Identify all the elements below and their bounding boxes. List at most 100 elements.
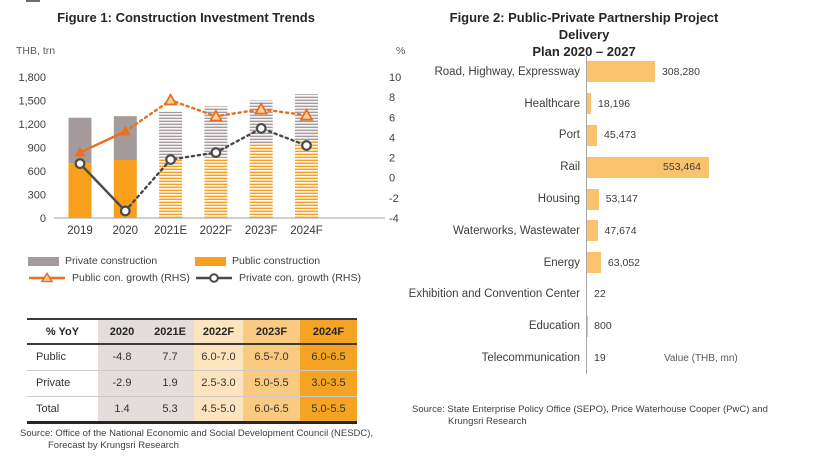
fig1-marker-circle	[119, 205, 131, 217]
fig2-category-label: Road, Highway, Expressway	[434, 65, 580, 78]
figure2-source: Source: State Enterprise Policy Office (…	[412, 404, 812, 428]
table-row: Private -2.9 1.9 2.5-3.0 5.0-5.5 3.0-3.5	[27, 369, 357, 396]
table-cell: 6.5-7.0	[243, 344, 300, 370]
fig2-category-label: Telecommunication	[481, 352, 580, 365]
fig2-plot-area: 800	[586, 310, 833, 343]
fig1-left-tick: 1,500	[18, 96, 46, 108]
fig1-right-tick: -4	[389, 213, 399, 225]
figure2-axis-note: Value (THB, mn)	[664, 353, 738, 364]
fig1-bar-public-2024F	[295, 142, 318, 218]
figure2-hbar-chart: Road, Highway, Expressway 308,280 Healthca…	[396, 56, 833, 374]
fig2-plot-area: 22	[586, 278, 833, 311]
legend-bar-swatch-icon	[195, 256, 226, 266]
table-cell: 6.0-6.5	[243, 395, 300, 422]
fig2-row: Waterworks, Wastewater 47,674	[396, 214, 833, 247]
fig1-right-tick: 0	[389, 173, 395, 185]
fig1-marker-circle	[210, 147, 222, 158]
fig1-bar-public-2019	[68, 163, 92, 218]
fig2-category-label: Energy	[543, 256, 580, 269]
fig2-bar-Port	[587, 124, 598, 146]
figure1-source: Source: Office of the National Economic …	[20, 428, 373, 452]
fig2-value-label: 553,464	[663, 161, 701, 174]
figure2-source-line2: Krungsri Research	[448, 416, 527, 427]
table-header-cell: 2021E	[146, 319, 194, 345]
fig1-marker-circle	[74, 158, 86, 170]
crop-artifact	[26, 0, 40, 2]
fig2-row: Road, Highway, Expressway 308,280	[396, 56, 833, 88]
table-cell: -2.9	[98, 369, 146, 396]
fig1-left-tick: 300	[28, 190, 46, 202]
fig1-bar-private-2021E	[159, 111, 183, 158]
fig2-value-label: 18,196	[598, 97, 631, 110]
table-header-cell: 2020	[98, 319, 146, 345]
figure2-title-line2: Plan 2020 – 2027	[532, 44, 636, 59]
fig2-plot-area: 47,674	[586, 214, 833, 247]
legend-line-swatch-icon	[196, 273, 232, 283]
fig1-right-tick: 2	[389, 153, 395, 165]
fig1-left-tick: 900	[28, 143, 46, 155]
fig1-right-tick: 6	[389, 112, 395, 124]
table-row-label: Total	[27, 395, 98, 422]
fig2-value-label: 22	[594, 288, 606, 301]
fig1-line-solid	[79, 162, 127, 212]
fig1-bar-public-2022F	[204, 156, 228, 218]
table-header-cell: % YoY	[27, 319, 98, 345]
figure2-title: Figure 2: Public-Private Partnership Pro…	[424, 9, 744, 60]
fig2-value-label: 45,473	[604, 129, 637, 142]
fig1-marker-triangle	[299, 107, 314, 121]
fig2-bar-Energy	[587, 252, 601, 274]
fig1-bar-private-2022F	[204, 106, 228, 157]
figure2-source-line1: Source: State Enterprise Policy Office (…	[412, 404, 768, 415]
fig1-left-tick: 0	[40, 213, 46, 225]
fig1-x-label-2019: 2019	[67, 225, 93, 237]
figure1-panel: Figure 1: Construction Investment Trends…	[16, 10, 405, 452]
table-cell: 2.5-3.0	[194, 369, 243, 396]
fig1-right-tick: 8	[389, 92, 395, 104]
fig1-marker-circle	[165, 154, 177, 165]
fig1-right-axis-unit: %	[396, 45, 405, 57]
fig1-left-axis-unit: THB, trn	[16, 45, 55, 57]
legend-label: Public construction	[232, 255, 321, 267]
fig2-row: Port 45,473	[396, 119, 833, 152]
legend-label: Private con. growth (RHS)	[239, 272, 361, 284]
fig1-bar-private-2023F	[249, 100, 273, 145]
figure1-source-line2: Forecast by Krungsri Research	[48, 440, 179, 451]
table-cell: 4.5-5.0	[194, 395, 243, 422]
table-cell: 5.3	[146, 395, 194, 422]
table-cell: -4.8	[98, 344, 146, 370]
fig1-line-solid	[79, 130, 126, 154]
figure1-combo-chart: THB, trn % 0 300 600 900 1,200 1,500 1,800 -4 -2 0 2…	[16, 45, 405, 237]
fig2-bar-Housing	[587, 188, 599, 210]
figure1-source-line1: Source: Office of the National Economic …	[20, 428, 374, 439]
legend-item: Public construction	[195, 255, 361, 267]
table-cell: 1.4	[98, 395, 146, 422]
table-row-label: Public	[27, 344, 98, 370]
fig2-plot-area: 18,196	[586, 87, 833, 120]
fig2-value-label: 800	[594, 320, 612, 333]
fig2-bar-Waterworks, Wastewater	[587, 220, 598, 242]
fig2-value-label: 47,674	[604, 224, 637, 237]
figure1-title: Figure 1: Construction Investment Trends	[57, 10, 315, 25]
fig2-bar-Road, Highway, Expressway	[587, 61, 655, 83]
fig2-value-label: 308,280	[661, 65, 700, 78]
table-cell: 6.0-6.5	[300, 344, 357, 370]
fig1-bar-private-2019	[68, 117, 92, 164]
table-row: Total 1.4 5.3 4.5-5.0 6.0-6.5 5.0-5.5	[27, 395, 357, 422]
fig2-plot-area: 553,464	[586, 151, 833, 184]
fig1-bar-public-2023F	[249, 144, 273, 218]
legend-item: Private construction	[28, 255, 195, 267]
fig1-right-tick: 10	[389, 72, 401, 84]
table-cell: 5.0-5.5	[300, 395, 357, 422]
legend-item: Private con. growth (RHS)	[195, 272, 361, 284]
figure2-panel: Figure 2: Public-Private Partnership Pro…	[396, 0, 833, 459]
fig2-category-label: Exhibition and Convention Center	[408, 288, 580, 301]
fig2-category-label: Healthcare	[524, 97, 580, 110]
figure1-legend: Private construction Public construction P…	[28, 255, 361, 284]
fig2-bar-Rail: 553,464	[587, 156, 709, 178]
table-cell: 7.7	[146, 344, 194, 370]
table-header-cell: 2024F	[300, 319, 357, 345]
table-header-cell: 2023F	[243, 319, 300, 345]
fig2-plot-area: 19	[586, 342, 833, 374]
table-row: Public -4.8 7.7 6.0-7.0 6.5-7.0 6.0-6.5	[27, 344, 357, 370]
fig2-category-label: Housing	[537, 193, 580, 206]
